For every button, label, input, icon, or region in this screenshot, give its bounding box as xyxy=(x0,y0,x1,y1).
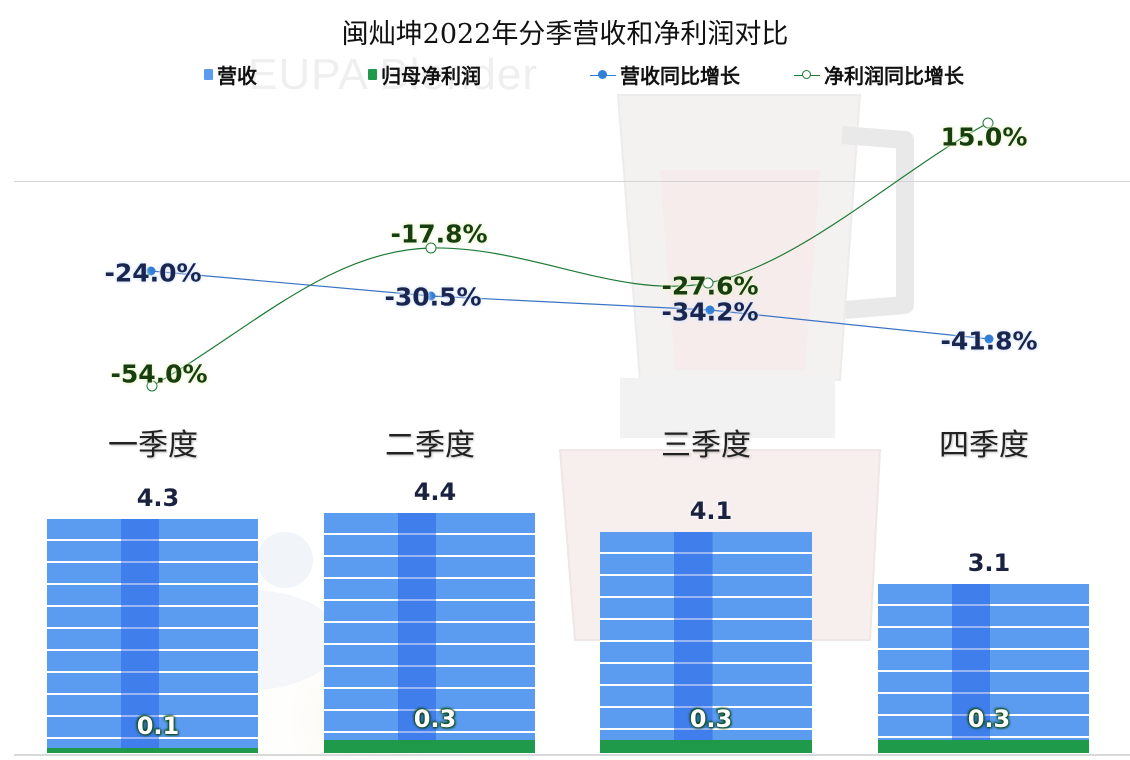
gridline xyxy=(14,181,1130,182)
legend-label: 净利润同比增长 xyxy=(824,64,964,88)
category-label-q4: 四季度 xyxy=(939,428,1029,463)
net-profit-value-label: 0.3 xyxy=(413,705,457,733)
category-label-q2: 二季度 xyxy=(385,428,475,463)
legend-label: 营收同比增长 xyxy=(620,64,740,88)
x-axis-line xyxy=(14,754,1130,756)
category-label-q3: 三季度 xyxy=(661,428,751,463)
revenue-value-label: 3.1 xyxy=(967,549,1011,577)
net-profit-bar-q4[interactable] xyxy=(878,740,1089,753)
profit-yoy-label: -27.6% xyxy=(661,271,759,301)
profit-yoy-label: -54.0% xyxy=(110,359,208,389)
revenue-yoy-marker[interactable] xyxy=(146,266,156,276)
revenue-yoy-label: -41.8% xyxy=(940,326,1038,356)
revenue-bar-q4[interactable] xyxy=(878,584,1089,753)
profit-yoy-label: 15.0% xyxy=(940,122,1028,152)
revenue-yoy-line xyxy=(150,270,990,340)
net-profit-value-label: 0.1 xyxy=(136,712,180,740)
revenue-yoy-label: -30.5% xyxy=(384,282,482,312)
revenue-yoy-label: -24.0% xyxy=(104,258,202,288)
net-profit-bar-q1[interactable] xyxy=(47,748,258,753)
net-profit-value-label: 0.3 xyxy=(967,705,1011,733)
net-profit-bar-q2[interactable] xyxy=(324,740,535,753)
legend-item-revenue[interactable]: 营收 xyxy=(204,60,257,89)
legend-label: 归母净利润 xyxy=(381,64,481,88)
revenue-yoy-marker[interactable] xyxy=(705,305,715,315)
legend-item-net-profit[interactable]: 归母净利润 xyxy=(368,60,481,89)
chart-title: 闽灿坤2022年分季营收和净利润对比 xyxy=(341,19,789,50)
revenue-yoy-marker[interactable] xyxy=(984,334,994,344)
bar-swatch-icon xyxy=(204,69,213,80)
net-profit-bar-q3[interactable] xyxy=(600,740,812,753)
revenue-value-label: 4.3 xyxy=(136,484,180,512)
revenue-yoy-marker[interactable] xyxy=(426,291,436,301)
profit-yoy-marker[interactable] xyxy=(146,380,158,392)
bar-swatch-icon xyxy=(368,69,377,80)
legend-label: 营收 xyxy=(217,64,257,88)
revenue-bar-q2[interactable] xyxy=(324,513,535,753)
profit-yoy-marker[interactable] xyxy=(425,242,437,254)
revenue-value-label: 4.1 xyxy=(689,497,733,525)
line-filled-marker-icon xyxy=(590,69,616,81)
profit-yoy-marker[interactable] xyxy=(982,117,994,129)
line-hollow-marker-icon xyxy=(794,69,820,81)
legend: 营收 归母净利润 营收同比增长 净利润同比增长 xyxy=(0,60,1130,89)
revenue-bar-q3[interactable] xyxy=(600,532,812,753)
revenue-yoy-label: -34.2% xyxy=(661,297,759,327)
legend-item-profit-yoy[interactable]: 净利润同比增长 xyxy=(794,60,964,89)
profit-yoy-label: -17.8% xyxy=(390,219,488,249)
revenue-value-label: 4.4 xyxy=(413,478,457,506)
profit-yoy-marker[interactable] xyxy=(702,277,714,289)
category-label-q1: 一季度 xyxy=(108,428,198,463)
legend-item-revenue-yoy[interactable]: 营收同比增长 xyxy=(590,60,740,89)
profit-yoy-line xyxy=(151,122,989,387)
revenue-bar-q1[interactable] xyxy=(47,519,258,753)
net-profit-value-label: 0.3 xyxy=(689,705,733,733)
